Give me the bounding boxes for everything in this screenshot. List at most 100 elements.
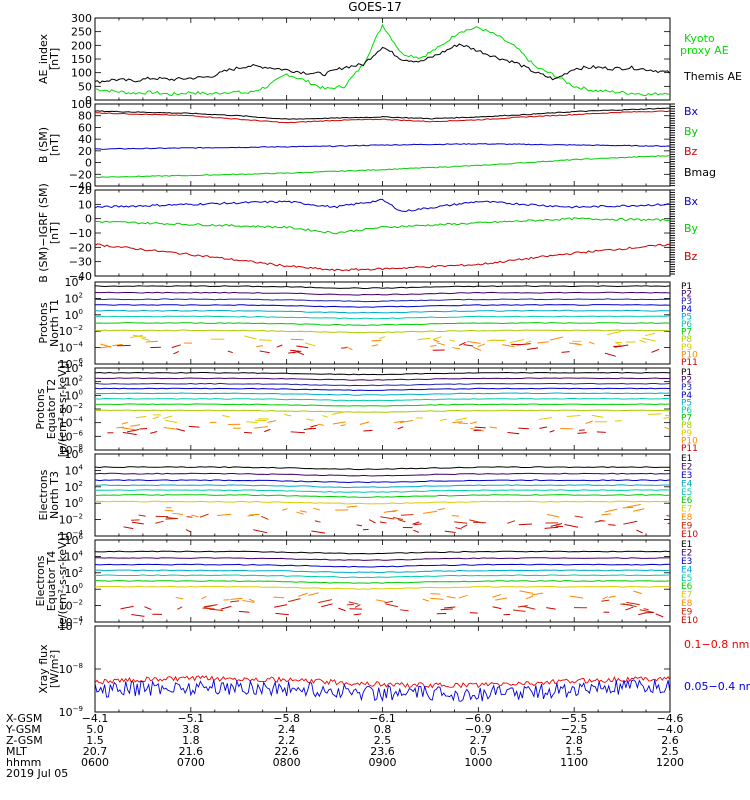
- y-axis-title: [W/m²]: [48, 650, 61, 688]
- channel-segment-p11: [539, 426, 548, 429]
- channel-segment-e10: [644, 611, 655, 614]
- y-tick-label: 104: [65, 275, 84, 289]
- legend-label: P1: [681, 282, 692, 292]
- series-group: [95, 466, 670, 534]
- channel-segment-e9: [522, 605, 536, 610]
- channel-segment-e8: [313, 507, 320, 511]
- channel-segment-e9: [348, 601, 359, 605]
- channel-segment-e8: [608, 595, 616, 599]
- channel-segment-p11: [474, 426, 486, 429]
- y-tick-label: −20: [69, 168, 92, 181]
- channel-segment-e8: [217, 513, 232, 517]
- channel-segment-p10: [332, 421, 346, 425]
- channel-segment-e8: [422, 598, 430, 602]
- channel-segment-e8: [531, 592, 544, 596]
- x-row-value: 2.8: [565, 734, 583, 747]
- legend-label: E2: [681, 548, 692, 558]
- channel-segment-e8: [525, 595, 534, 600]
- channel-segment-p9: [615, 341, 623, 344]
- legend-label: P2: [681, 290, 692, 300]
- channel-segment-e9: [599, 520, 606, 522]
- y-axis-title: Equator T2: [45, 379, 58, 439]
- channel-segment-p10: [477, 343, 486, 348]
- y-tick-label: 10−8: [59, 662, 83, 676]
- channel-segment-p10: [371, 339, 382, 342]
- channel-line-p5: [95, 392, 670, 396]
- channel-segment-e9: [400, 514, 414, 516]
- channel-segment-e10: [518, 523, 533, 526]
- channel-segment-p10: [574, 342, 580, 345]
- channel-line-e5: [95, 574, 670, 579]
- legend-label: Kyoto: [684, 32, 715, 45]
- channel-segment-p10: [452, 421, 463, 424]
- legend-label: P3: [681, 297, 692, 307]
- channel-segment-e9: [166, 516, 178, 520]
- x-row-value: −4.1: [82, 712, 109, 725]
- channel-segment-e8: [201, 595, 207, 600]
- channel-segment-p10: [112, 343, 123, 347]
- y-tick-label: 80: [78, 110, 92, 123]
- x-row-value: 23.6: [370, 745, 395, 758]
- x-row-label: Z-GSM: [6, 734, 43, 747]
- channel-segment-e9: [643, 608, 649, 611]
- channel-segment-p10: [430, 344, 437, 347]
- legend-label: P5: [681, 398, 692, 408]
- channel-segment-e9: [399, 609, 409, 612]
- y-tick-label: 10: [78, 198, 92, 211]
- x-row-value: 2.6: [661, 734, 679, 747]
- series-line-bz: [95, 110, 670, 124]
- y-axis-title: AE_index: [37, 33, 50, 84]
- legend-label: E10: [681, 616, 698, 626]
- y-tick-label: 102: [65, 566, 83, 580]
- channel-segment-e9: [626, 601, 640, 606]
- channel-line-e3: [95, 479, 670, 484]
- channel-segment-e8: [191, 514, 199, 518]
- x-row-value: 1000: [464, 756, 492, 769]
- channel-segment-p9: [304, 342, 316, 347]
- channel-segment-e8: [172, 512, 184, 515]
- legend-label: E6: [681, 582, 693, 592]
- channel-segment-p11: [122, 431, 137, 436]
- channel-segment-e9: [230, 600, 240, 603]
- channel-segment-e8: [383, 509, 398, 513]
- channel-segment-e9: [517, 605, 528, 608]
- x-axis-table: X-GSM −4.1 −5.1 −5.8 −6.1 −6.0 −5.5 −4.6 Y-GSM 5.…: [5, 712, 684, 780]
- channel-segment-e10: [544, 526, 559, 529]
- channel-segment-p11: [397, 426, 404, 430]
- channel-segment-p9: [244, 335, 257, 340]
- y-tick-label: 50: [78, 80, 92, 93]
- legend-label: P11: [681, 358, 698, 368]
- channel-line-e7: [95, 585, 670, 590]
- y-tick-label: 20: [78, 145, 92, 158]
- series-group: [95, 550, 670, 618]
- channel-segment-e9: [385, 603, 399, 608]
- channel-segment-p11: [276, 344, 283, 348]
- channel-segment-e8: [376, 599, 386, 603]
- channel-segment-e10: [414, 523, 422, 526]
- channel-segment-p11: [264, 428, 271, 433]
- channel-segment-e8: [446, 596, 456, 599]
- channel-segment-p10: [371, 344, 379, 347]
- channel-segment-e8: [458, 594, 468, 599]
- channel-segment-p11: [458, 341, 466, 346]
- channel-segment-e9: [666, 515, 670, 517]
- channel-segment-e10: [356, 524, 363, 527]
- channel-segment-e8: [604, 508, 618, 513]
- channel-segment-p11: [341, 347, 347, 349]
- y-tick-label: 250: [71, 26, 92, 39]
- x-row-value: 2.7: [470, 734, 488, 747]
- y-axis-title: [e/(cm²-s-sr-keV)]: [56, 533, 69, 629]
- channel-segment-p10: [145, 340, 158, 343]
- series-line-short-band: [95, 679, 670, 703]
- channel-segment-p11: [516, 343, 531, 346]
- legend-label: P1: [681, 368, 692, 378]
- series-line-bx: [95, 198, 670, 212]
- channel-segment-p9: [591, 414, 604, 418]
- channel-segment-p11: [171, 344, 181, 349]
- channel-line-p7: [95, 322, 670, 326]
- channel-segment-p11: [303, 427, 313, 431]
- x-row-label: X-GSM: [6, 712, 42, 725]
- y-tick-label: 0: [85, 157, 92, 170]
